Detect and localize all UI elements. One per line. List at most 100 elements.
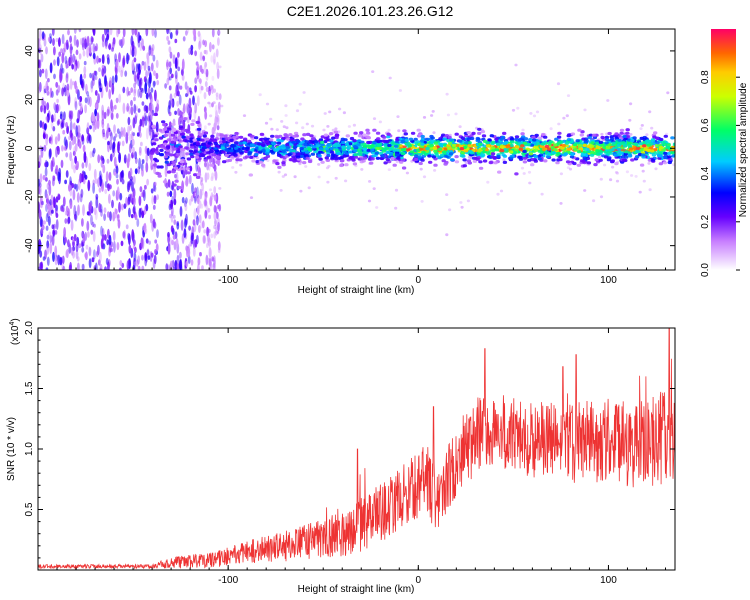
spectrogram-cell — [118, 152, 121, 164]
y-tick-label: 1.0 — [24, 442, 35, 456]
spectrogram-cell — [374, 151, 380, 155]
spectrogram-cell — [502, 131, 507, 135]
spectrogram-cell — [212, 157, 216, 169]
spectrogram-cell — [213, 186, 217, 195]
spectrogram-cell — [620, 155, 626, 159]
spectrogram-cell — [93, 249, 96, 260]
spectrogram-cell — [81, 37, 85, 48]
spectrogram-cell — [546, 147, 552, 151]
spectrogram-cell — [79, 103, 83, 112]
spectrogram-cell — [89, 151, 93, 159]
spectrogram-cell — [353, 148, 358, 153]
spectrogram-cell — [609, 178, 613, 182]
spectrogram-cell — [537, 136, 542, 140]
spectrogram-cell — [561, 143, 567, 148]
spectrogram-cell — [176, 222, 180, 230]
spectrogram-cell — [522, 141, 528, 145]
snr-series-line — [38, 328, 675, 570]
spectrogram-cell — [170, 99, 174, 108]
spectrogram-cell — [629, 133, 633, 136]
spectrogram-cell — [204, 125, 207, 130]
spectrogram-cell — [190, 122, 195, 126]
spectrogram-cell — [148, 125, 152, 136]
spectrogram-cell — [152, 218, 156, 228]
spectrogram-cell — [113, 240, 116, 253]
spectrogram-cell — [216, 68, 220, 80]
spectrogram-cell — [74, 143, 78, 152]
spectrogram-cell — [619, 131, 624, 135]
spectrogram-cell — [100, 155, 103, 161]
spectrogram-cell — [397, 129, 401, 133]
spectrogram-cell — [650, 126, 654, 130]
spectrogram-cell — [505, 145, 510, 149]
spectrogram-cell — [407, 144, 412, 148]
spectrogram-cell — [323, 133, 329, 137]
spectrogram-cell — [77, 124, 81, 135]
spectrogram-cell — [48, 179, 51, 186]
spectrogram-cell — [419, 139, 425, 143]
spectrogram-cell — [212, 101, 216, 105]
spectrogram-cell — [187, 255, 191, 264]
spectrogram-cell — [137, 166, 141, 175]
spectrogram-cell — [166, 35, 170, 42]
spectrogram-cell — [58, 51, 62, 57]
spectrogram-cell — [72, 150, 76, 156]
spectrogram-cell — [171, 206, 174, 217]
spectrogram-cell — [287, 153, 292, 157]
spectrogram-cell — [185, 30, 188, 36]
spectrogram-cell — [324, 147, 329, 151]
spectrogram-cell — [593, 163, 598, 167]
spectrogram-cell — [334, 133, 340, 137]
spectrogram-cell — [90, 35, 94, 45]
spectrogram-cell — [650, 138, 656, 142]
spectrogram-cell — [420, 158, 425, 162]
spectrogram-cell — [541, 132, 546, 137]
spectrogram-cell — [120, 130, 124, 138]
spectrogram-cell — [41, 97, 45, 107]
spectrogram-cell — [532, 114, 537, 118]
spectrogram-cell — [324, 156, 329, 160]
spectrogram-cell — [433, 169, 437, 172]
spectrogram-cell — [370, 148, 375, 152]
spectrogram-cell — [185, 93, 188, 98]
snr-background — [38, 328, 675, 570]
spectrogram-cell — [288, 148, 293, 152]
spectrogram-cell — [672, 142, 675, 146]
spectrogram-cell — [209, 248, 213, 259]
spectrogram-cell — [61, 255, 65, 264]
spectrogram-cell — [249, 196, 254, 200]
spectrogram-cell — [380, 154, 385, 158]
spectrogram-cell — [105, 257, 109, 266]
spectrogram-cell — [99, 87, 102, 93]
spectrogram-cell — [190, 259, 194, 266]
spectrogram-cell — [132, 132, 136, 137]
spectrogram-cell — [595, 141, 600, 145]
spectrogram-cell — [167, 231, 170, 238]
spectrogram-cell — [325, 138, 330, 142]
spectrogram-cell — [125, 224, 129, 230]
spectrogram-cell — [72, 250, 75, 259]
spectrogram-cell — [580, 130, 585, 134]
spectrogram-cell — [263, 157, 268, 161]
spectrogram-cell — [293, 175, 297, 179]
spectrogram-cell — [205, 86, 209, 93]
spectrogram-cell — [92, 182, 95, 194]
spectrogram-cell — [398, 89, 402, 92]
spectrogram-cell — [334, 127, 338, 131]
spectrogram-cell — [109, 184, 112, 190]
spectrogram-cell — [318, 157, 323, 161]
spectrogram-cell — [394, 206, 398, 210]
spectrogram-cell — [79, 37, 83, 46]
spectrogram-cell — [73, 34, 77, 47]
spectrogram-cell — [116, 214, 120, 222]
spectrogram-cell — [566, 166, 571, 170]
spectrogram-cell — [197, 257, 201, 266]
spectrogram-cell — [172, 214, 176, 219]
spectrogram-cell — [630, 158, 635, 162]
spectrogram-cell — [108, 89, 112, 100]
spectrogram-cell — [434, 154, 440, 158]
spectrogram-cell — [111, 83, 115, 95]
spectrogram-cell — [110, 99, 113, 111]
spectrogram-cell — [496, 154, 501, 158]
